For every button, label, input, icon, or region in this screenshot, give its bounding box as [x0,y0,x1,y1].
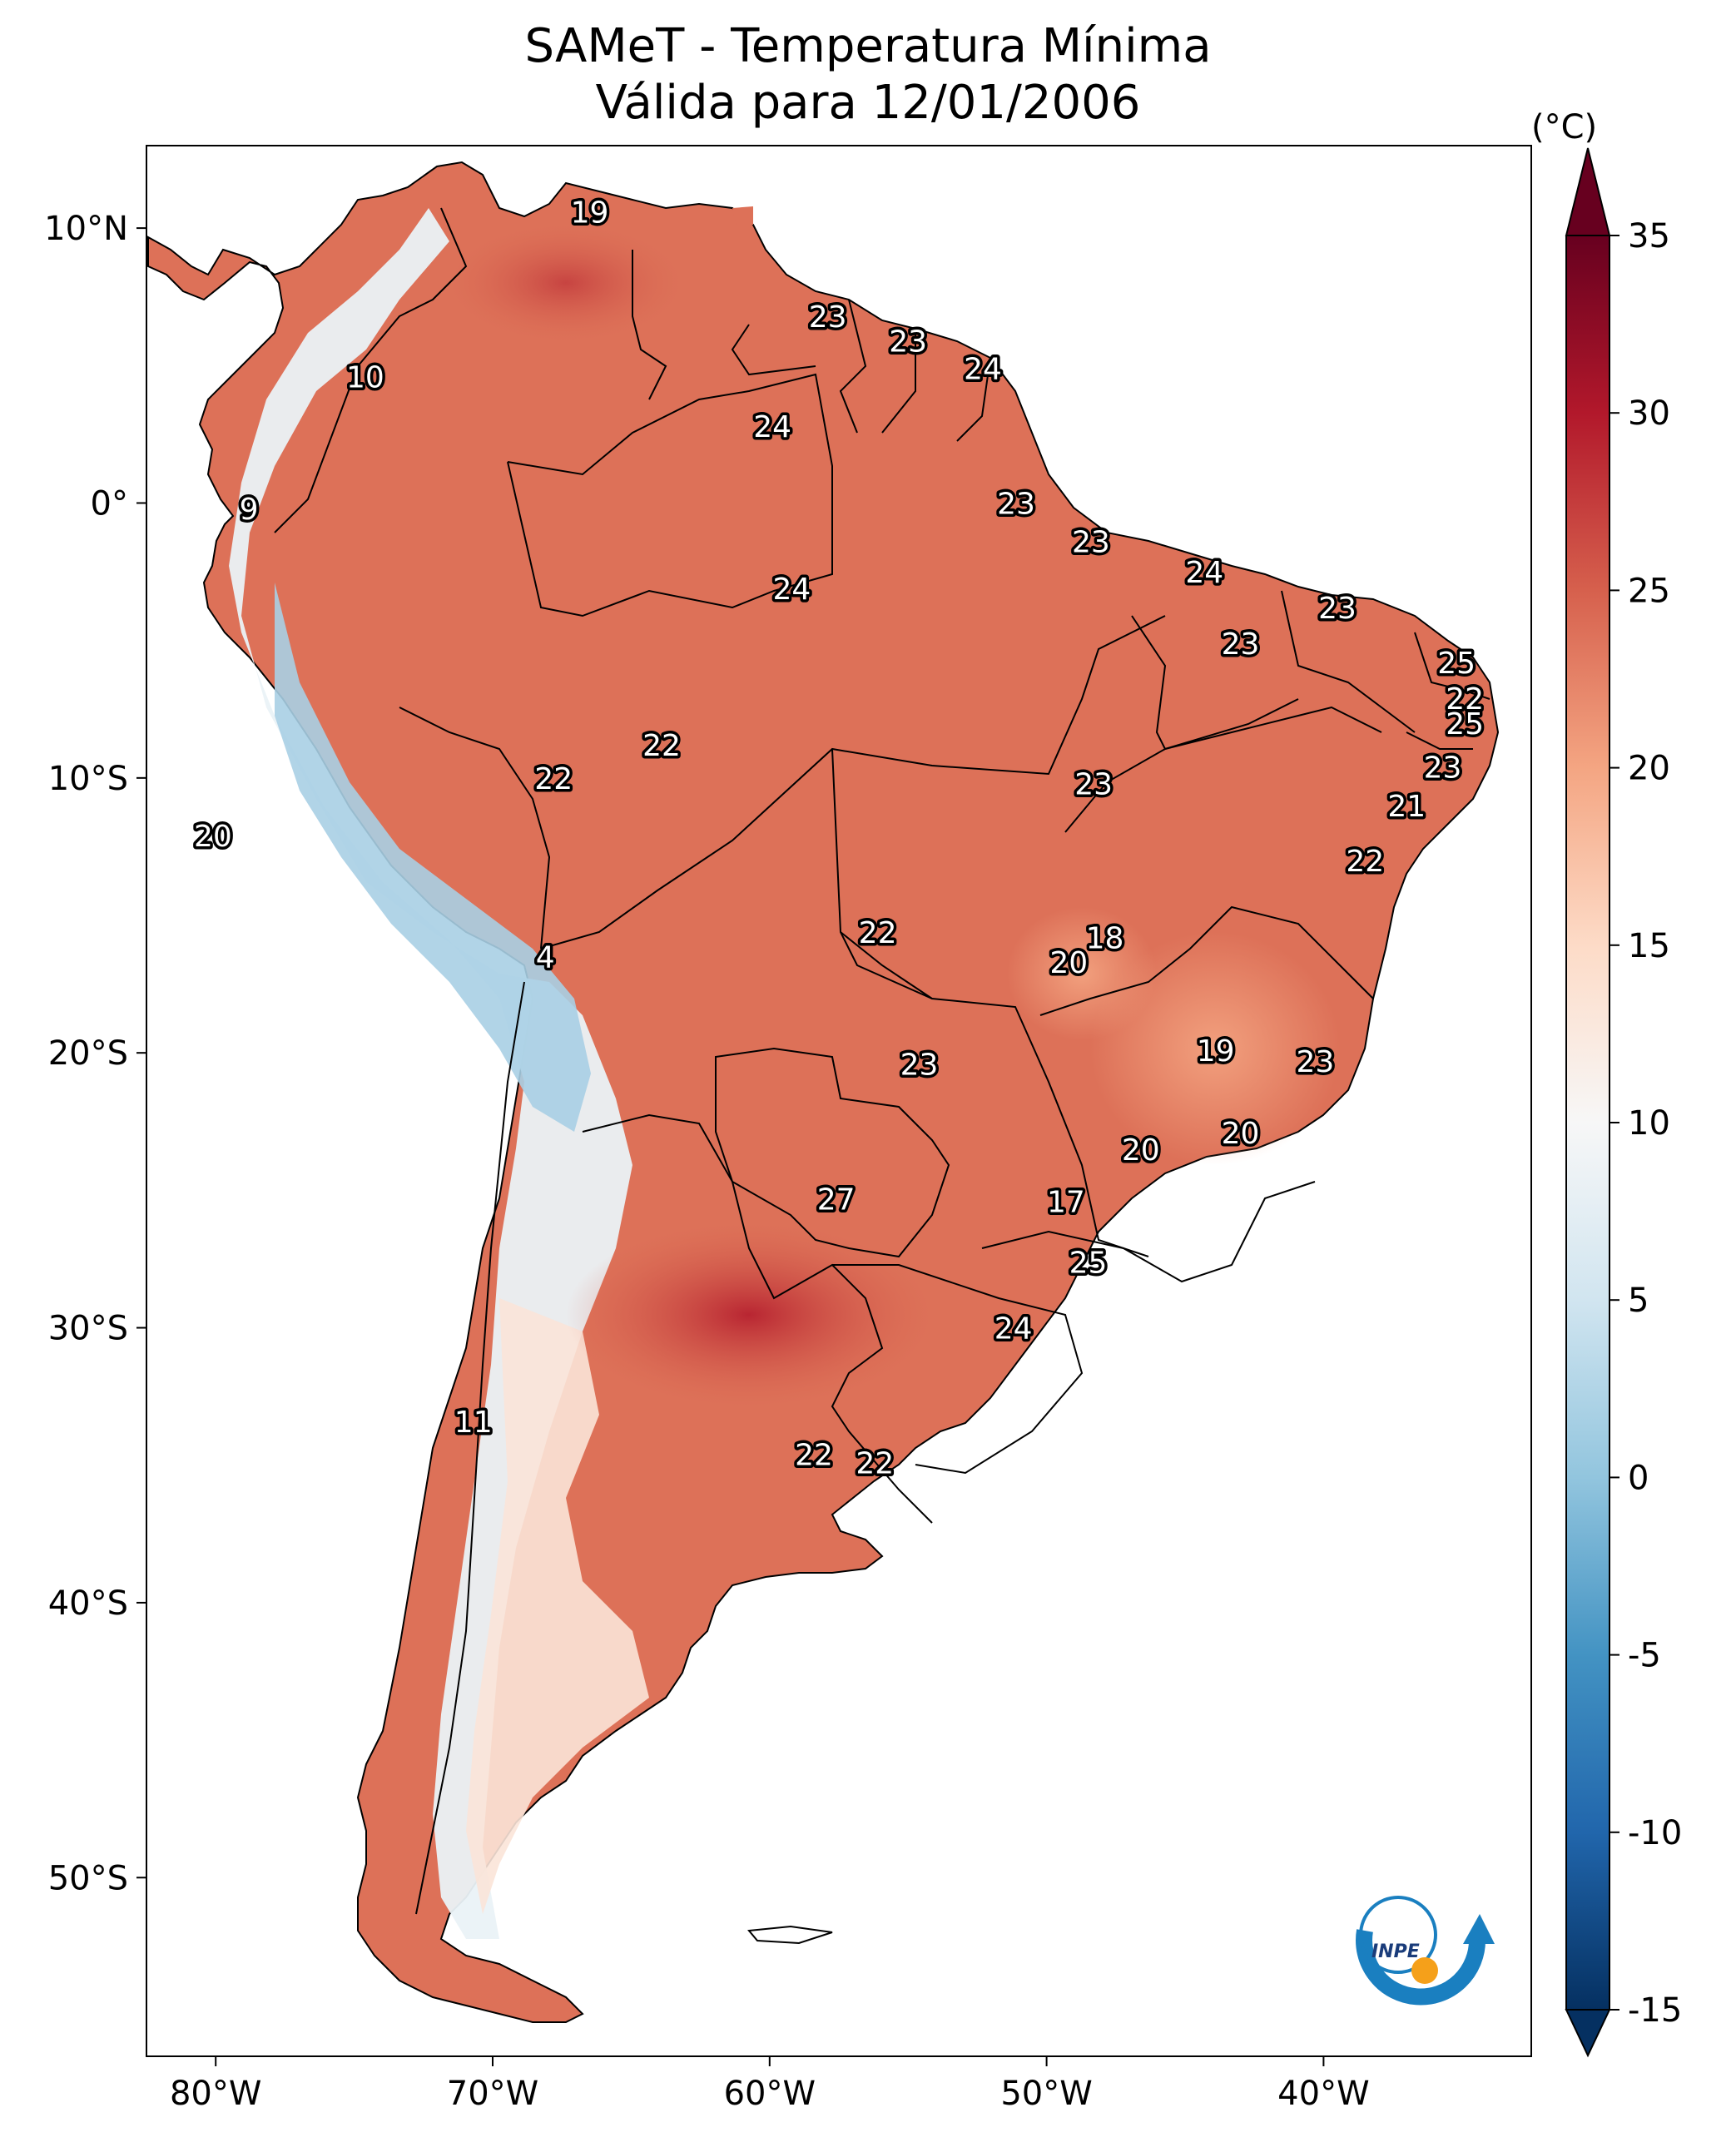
station-temperature-label: 11 [454,1406,493,1440]
station-temperature-label: 22 [1346,845,1384,879]
lat-tick-label: 30°S [48,1310,128,1348]
colorbar-tick-label: 15 [1628,927,1670,965]
map-subtitle: Válida para 12/01/2006 [595,76,1141,130]
station-temperature-label: 20 [194,820,232,854]
station-temperature-label: 23 [889,325,927,359]
colorbar-tick-label: 25 [1628,572,1670,610]
mild-zone-central [1007,907,1157,1040]
station-temperature-label: 25 [1446,707,1484,741]
station-temperature-label: 9 [240,493,259,527]
colorbar-tick-label: 30 [1628,394,1670,433]
colorbar-tick-label: 0 [1628,1459,1649,1497]
lat-tick-label: 10°S [48,760,128,798]
map-title: SAMeT - Temperatura Mínima [524,19,1212,73]
colorbar-tick-label: 5 [1628,1282,1649,1320]
trinidad-island [732,206,753,226]
station-temperature-label: 22 [795,1439,833,1473]
station-temperature-label: 23 [1072,526,1110,560]
station-temperature-label: 24 [1185,556,1223,590]
station-temperature-label: 23 [997,487,1035,521]
station-temperature-label: 24 [994,1312,1033,1346]
longitude-ticks: 80°W 70°W 60°W 50°W 40°W [170,2056,1370,2113]
station-temperature-label: 24 [964,353,1002,387]
station-temperature-label: 25 [1069,1246,1108,1280]
lat-tick-label: 50°S [48,1859,128,1897]
inpe-logo: INPE [1356,1896,1495,2006]
colorbar-top-extend [1565,147,1611,236]
colorbar-unit: (°C) [1531,108,1598,146]
station-temperature-label: 24 [753,410,791,444]
country-borders [274,207,1490,1915]
lon-tick-label: 40°W [1277,2075,1369,2113]
colorbar-tick-label: 10 [1628,1104,1670,1143]
station-temperature-label: 23 [1074,767,1113,801]
lon-tick-label: 70°W [447,2075,538,2113]
patagonia-cool-zone [466,1298,649,1914]
station-temperature-label: 19 [1197,1034,1235,1069]
station-temperature-label: 23 [900,1048,939,1082]
station-temperature-label: 20 [1122,1133,1160,1168]
lat-tick-label: 0° [91,484,128,523]
station-temperature-label: 21 [1387,790,1426,824]
station-temperature-label: 23 [1222,627,1260,662]
logo-arrow-icon [1463,1914,1495,1944]
station-temperature-label: 22 [856,1446,894,1480]
lat-tick-label: 20°S [48,1034,128,1073]
station-temperature-label: 22 [642,729,681,763]
station-temperature-label: 20 [1049,946,1088,980]
colorbar: 35 30 25 20 15 10 5 0 -5 -10 -15 [1565,147,1682,2058]
station-temperature-label: 23 [1424,751,1462,786]
station-temperature-label: 18 [1086,921,1124,955]
colorbar-bottom-extend [1565,2009,1611,2058]
lon-tick-label: 80°W [170,2075,261,2113]
colorbar-tick-label: -5 [1628,1637,1661,1675]
station-temperature-label: 23 [1297,1045,1335,1079]
station-temperature-label: 27 [817,1183,856,1217]
colorbar-tick-label: -15 [1628,1991,1682,2030]
logo-ring-icon [1359,1896,1437,1974]
station-temperature-label: 22 [859,916,897,950]
station-temperature-label: 23 [809,300,847,335]
station-temperature-label: 17 [1047,1186,1085,1220]
warm-core-chaco [566,1223,932,1406]
lat-tick-label: 40°S [48,1584,128,1623]
colorbar-ticks: 35 30 25 20 15 10 5 0 -5 -10 -15 [1610,217,1682,2030]
colorbar-body [1565,235,1610,2011]
logo-text: INPE [1371,1941,1420,1962]
station-temperature-label: 20 [1222,1117,1260,1151]
lat-tick-label: 10°N [44,210,128,248]
andes-coldest-zone [275,583,591,1132]
station-temperature-label: 25 [1437,647,1476,681]
warm-core-venezuela [449,225,682,341]
map-frame-border [146,145,1532,2057]
lon-tick-label: 60°W [724,2075,816,2113]
station-temperature-label: 10 [346,361,384,395]
station-temperature-label: 23 [1318,592,1357,626]
logo-orange-dot-icon [1411,1957,1438,1984]
station-temperature-label: 22 [534,762,573,796]
falkland-islands [747,1925,833,1945]
colorbar-tick-label: -10 [1628,1814,1682,1852]
latitude-ticks: 10°N 0° 10°S 20°S 30°S 40°S 50°S [44,210,146,1897]
station-temperature-label: 24 [773,573,811,607]
station-temperature-label: 22 [1446,682,1484,717]
station-temperature-label: 4 [536,941,555,975]
colorbar-tick-label: 20 [1628,750,1670,788]
station-temperature-label: 19 [571,196,609,230]
lon-tick-label: 50°W [1000,2075,1092,2113]
colorbar-tick-label: 35 [1628,217,1670,255]
